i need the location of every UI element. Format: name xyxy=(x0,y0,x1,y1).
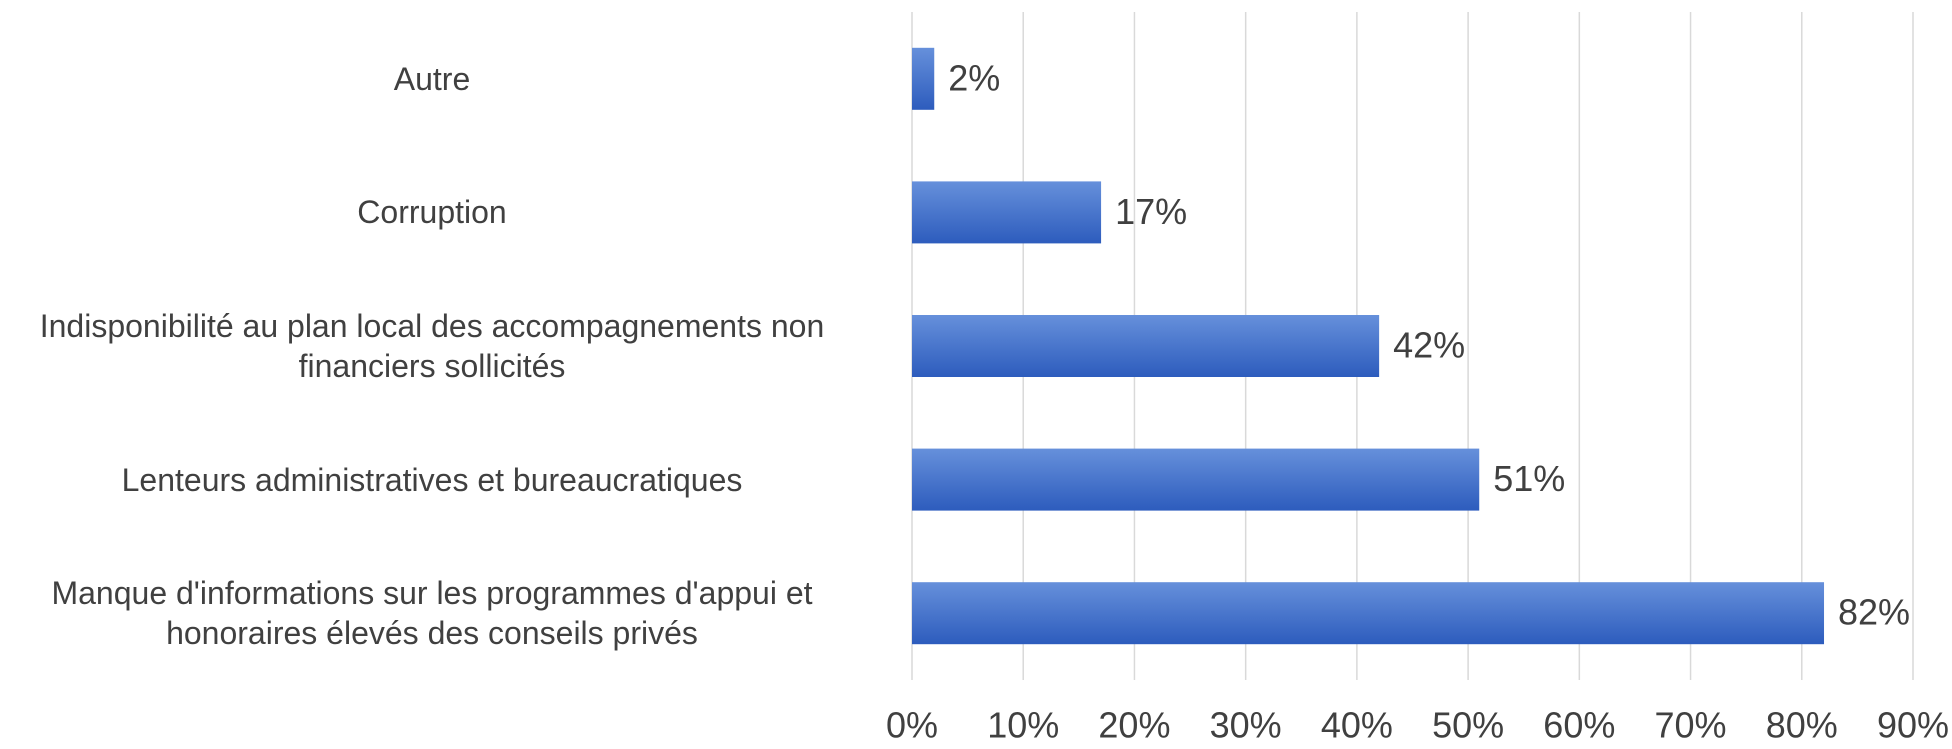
y-tick-label: Corruption xyxy=(357,194,507,231)
data-label: 2% xyxy=(948,57,1000,98)
x-tick-label: 70% xyxy=(1655,705,1727,746)
x-tick-label: 60% xyxy=(1543,705,1615,746)
data-label: 17% xyxy=(1115,191,1187,232)
data-label: 51% xyxy=(1493,458,1565,499)
bar xyxy=(912,181,1102,244)
bar xyxy=(912,448,1480,511)
y-tick-label: Indisponibilité au plan local des accomp… xyxy=(39,308,825,384)
x-tick-label: 10% xyxy=(987,705,1059,746)
bar xyxy=(912,582,1825,645)
y-tick-label: Manque d'informations sur les programmes… xyxy=(51,575,813,652)
x-tick-label: 80% xyxy=(1766,705,1838,746)
y-tick-label: Autre xyxy=(393,60,471,97)
bar xyxy=(912,47,935,110)
x-tick-label: 0% xyxy=(886,705,938,746)
x-tick-label: 50% xyxy=(1432,705,1504,746)
data-label: 42% xyxy=(1393,325,1465,366)
x-tick-label: 90% xyxy=(1877,705,1949,746)
x-tick-label: 40% xyxy=(1321,705,1393,746)
data-label: 82% xyxy=(1838,592,1910,633)
x-tick-label: 30% xyxy=(1210,705,1282,746)
bar xyxy=(912,315,1380,377)
x-tick-label: 20% xyxy=(1098,705,1170,746)
y-tick-label: Lenteurs administratives et bureaucratiq… xyxy=(121,461,743,498)
